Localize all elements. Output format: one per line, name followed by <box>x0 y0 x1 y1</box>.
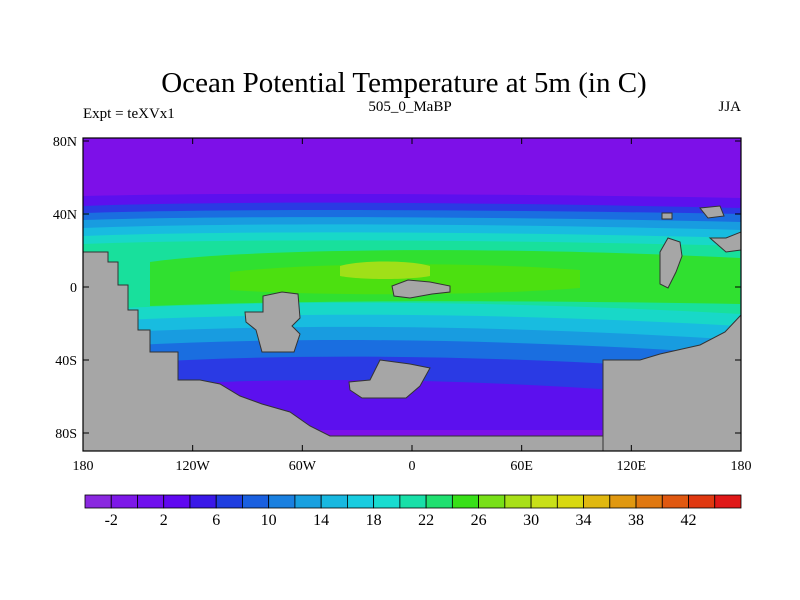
colorbar-swatch <box>242 494 270 509</box>
colorbar-swatch <box>294 494 322 509</box>
colorbar-label: -2 <box>105 512 118 529</box>
colorbar-label: 42 <box>681 512 697 529</box>
colorbar-swatch <box>215 494 243 509</box>
land-island-east <box>659 237 683 289</box>
colorbar-swatch <box>714 494 742 509</box>
temp-band-10 <box>340 261 430 279</box>
colorbar-label: 10 <box>261 512 277 529</box>
colorbar <box>84 494 742 509</box>
experiment-label: Expt = teXVx1 <box>83 106 175 122</box>
colorbar-label: 38 <box>628 512 644 529</box>
colorbar-swatch <box>504 494 532 509</box>
map-plot-area <box>83 138 741 451</box>
land-south-west <box>83 251 631 451</box>
x-tick-label: 180 <box>731 459 752 474</box>
x-axis: 180 120W 60W 0 60E 120E 180 <box>73 138 752 474</box>
x-tick-label: 60W <box>289 459 317 474</box>
colorbar-swatch <box>399 494 427 509</box>
colorbar-swatch <box>163 494 191 509</box>
colorbar-swatch <box>84 494 112 509</box>
period-label: 505_0_MaBP <box>368 99 451 115</box>
colorbar-swatch <box>635 494 663 509</box>
colorbar-label: 2 <box>160 512 168 529</box>
land-island-northeast <box>699 205 725 219</box>
colorbar-swatch <box>478 494 506 509</box>
colorbar-swatch <box>688 494 716 509</box>
x-tick-label: 120E <box>617 459 647 474</box>
map-title: Ocean Potential Temperature at 5m (in C) <box>161 67 646 99</box>
temp-band-9 <box>230 264 580 295</box>
colorbar-swatch <box>346 494 375 509</box>
colorbar-label: 14 <box>313 512 329 529</box>
colorbar-swatch <box>661 494 689 509</box>
colorbar-swatch <box>268 494 296 509</box>
land-continent-west <box>244 291 301 353</box>
colorbar-swatch <box>425 494 453 509</box>
temperature-field <box>83 193 741 430</box>
land-north-east <box>708 231 741 253</box>
x-tick-label: 0 <box>409 459 416 474</box>
y-tick-label: 80N <box>53 135 77 150</box>
colorbar-label: 18 <box>366 512 382 529</box>
colorbar-label: 6 <box>212 512 220 529</box>
colorbar-swatch <box>556 494 584 509</box>
colorbar-swatch <box>320 494 348 509</box>
x-tick-label: 180 <box>73 459 94 474</box>
x-tick-label: 120W <box>176 459 211 474</box>
land-south-east <box>602 314 741 451</box>
colorbar-label: 30 <box>523 512 539 529</box>
land-masses <box>83 205 741 451</box>
colorbar-label: 34 <box>576 512 592 529</box>
land-south-central <box>348 359 431 399</box>
colorbar-swatch <box>530 494 558 509</box>
colorbar-swatch <box>451 494 479 509</box>
colorbar-label: 26 <box>471 512 487 529</box>
colorbar-label: 22 <box>418 512 434 529</box>
land-island-central <box>391 279 451 299</box>
y-axis: 80N 40N 0 40S 80S <box>53 135 741 442</box>
y-tick-label: 40N <box>53 208 77 223</box>
colorbar-labels: -2 2 6 10 14 18 22 26 30 34 38 42 <box>105 512 697 529</box>
colorbar-swatch <box>110 494 138 509</box>
season-label: JJA <box>718 99 741 115</box>
x-tick-label: 60E <box>510 459 533 474</box>
land-island-small <box>661 212 673 220</box>
colorbar-swatch <box>583 494 611 509</box>
colorbar-swatch <box>137 494 165 509</box>
colorbar-swatch <box>609 494 637 509</box>
y-tick-label: 0 <box>70 281 77 296</box>
y-tick-label: 80S <box>55 427 77 442</box>
colorbar-swatch <box>189 494 217 509</box>
y-tick-label: 40S <box>55 354 77 369</box>
colorbar-swatch <box>373 494 401 509</box>
